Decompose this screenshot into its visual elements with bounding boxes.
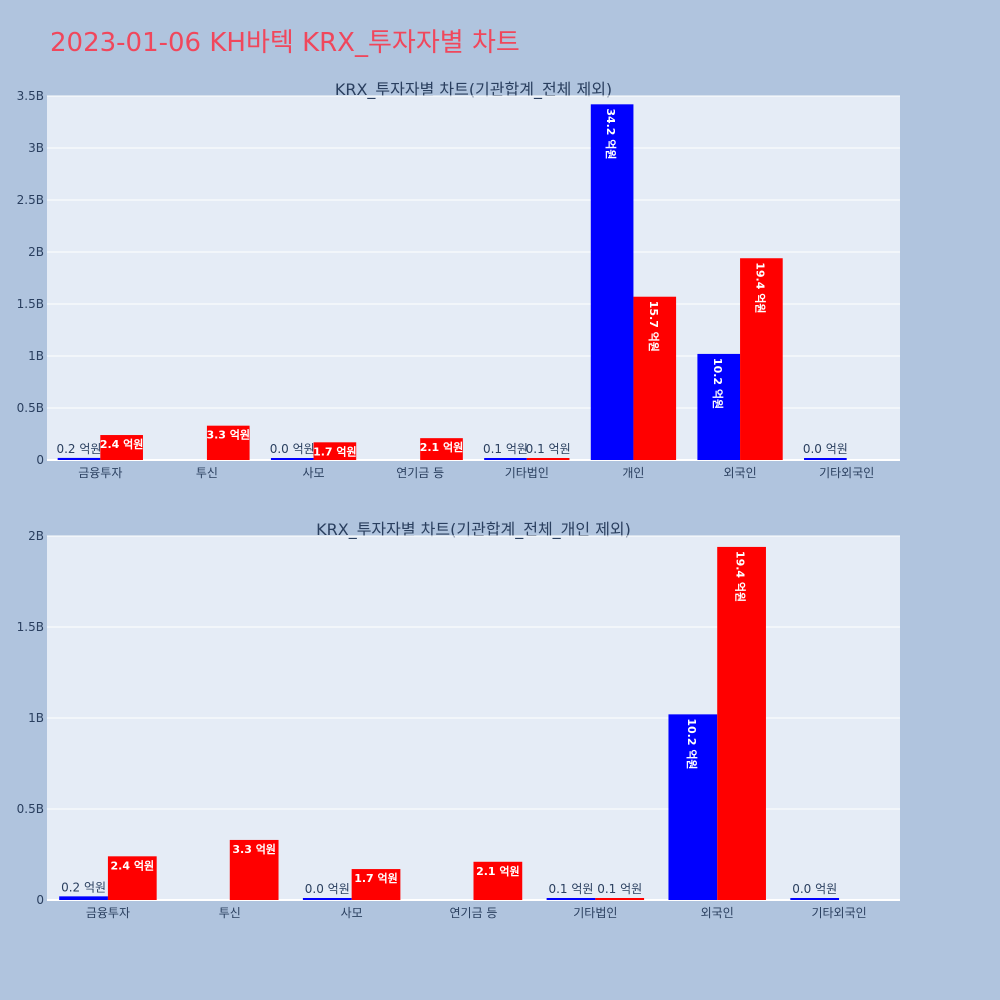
bar-buy <box>804 458 847 460</box>
bar-data-label: 2.4 억원 <box>111 858 155 872</box>
bar-data-label: 15.7 억원 <box>647 301 661 352</box>
bar-data-label: 34.2 억원 <box>604 108 618 159</box>
y-tick-label: 0.5B <box>17 401 44 415</box>
bar-buy <box>668 714 718 900</box>
bar-sell <box>313 442 357 460</box>
y-tick-label: 1B <box>28 711 44 725</box>
y-tick-label: 1.5B <box>17 297 44 311</box>
bar-sell <box>633 296 677 460</box>
x-tick-label: 사모 <box>303 466 325 480</box>
y-tick-label: 0 <box>36 893 44 907</box>
bar-data-label: 0.0 억원 <box>792 882 837 896</box>
bar-data-label: 10.2 억원 <box>711 358 725 409</box>
y-tick-label: 2B <box>28 529 44 543</box>
x-tick-label: 개인 <box>622 466 644 480</box>
bar-data-label: 0.2 억원 <box>61 880 106 894</box>
bar-buy <box>57 457 101 460</box>
bar-sell <box>717 546 766 900</box>
bar-data-label: 10.2 억원 <box>685 718 699 769</box>
bar-sell <box>206 425 250 460</box>
bar-buy <box>546 898 596 900</box>
bar-data-label: 2.1 억원 <box>420 440 464 454</box>
bar-data-label: 0.1 억원 <box>483 442 528 456</box>
x-tick-label: 연기금 등 <box>396 466 444 480</box>
x-tick-label: 연기금 등 <box>450 906 498 920</box>
bar-sell <box>595 898 645 900</box>
bar-sell <box>351 869 401 900</box>
y-tick-label: 0.5B <box>17 802 44 816</box>
bar-sell <box>473 861 523 900</box>
bar-data-label: 0.1 억원 <box>526 442 571 456</box>
bar-buy <box>790 898 840 900</box>
y-tick-label: 1.5B <box>17 620 44 634</box>
y-tick-label: 3B <box>28 141 44 155</box>
bar-buy <box>590 104 634 460</box>
x-tick-label: 사모 <box>341 906 363 920</box>
bar-data-label: 1.7 억원 <box>313 444 357 458</box>
bar-buy <box>484 458 527 460</box>
bar-sell <box>740 258 783 460</box>
bar-sell <box>107 856 157 900</box>
bar-sell <box>526 458 570 460</box>
bar-data-label: 2.1 억원 <box>476 864 520 878</box>
bar-buy <box>302 898 352 900</box>
chart-all-investors: KRX_투자자별 차트(기관합계_전체 제외) 0 0.5B 1B 1.5B 2B 2.5B… <box>17 80 900 480</box>
y-tick-label: 2B <box>28 245 44 259</box>
page-title: 2023-01-06 KH바텍 KRX_투자자별 차트 <box>50 28 520 58</box>
bar-data-label: 3.3 억원 <box>232 842 276 856</box>
x-tick-label: 기타외국인 <box>811 906 866 920</box>
chart-excluding-individuals: KRX_투자자별 차트(기관합계_전체_개인 제외) 0 0.5B 1B 1.5B 2B 금… <box>17 520 900 920</box>
bar-data-label: 0.0 억원 <box>803 442 848 456</box>
x-tick-label: 금융투자 <box>78 466 122 480</box>
bar-data-label: 0.1 억원 <box>597 882 642 896</box>
bar-data-label: 0.2 억원 <box>56 442 101 456</box>
bar-buy <box>59 896 108 900</box>
x-tick-label: 기타외국인 <box>819 466 874 480</box>
bar-data-label: 0.0 억원 <box>270 442 315 456</box>
chart-title: KRX_투자자별 차트(기관합계_전체_개인 제외) <box>316 520 631 540</box>
x-tick-label: 기타법인 <box>573 906 617 920</box>
bar-data-label: 19.4 억원 <box>734 551 748 602</box>
bar-data-label: 0.0 억원 <box>305 882 350 896</box>
x-tick-label: 금융투자 <box>86 906 130 920</box>
x-tick-label: 기타법인 <box>505 466 549 480</box>
bar-data-label: 1.7 억원 <box>354 871 398 885</box>
bar-sell <box>420 438 463 460</box>
bar-sell <box>100 435 143 460</box>
y-tick-label: 2.5B <box>17 193 44 207</box>
x-tick-label: 투신 <box>196 466 218 480</box>
x-tick-label: 외국인 <box>701 906 734 920</box>
bar-data-label: 3.3 억원 <box>206 428 250 442</box>
bar-data-label: 0.1 억원 <box>548 882 593 896</box>
y-tick-label: 0 <box>36 453 44 467</box>
chart-title: KRX_투자자별 차트(기관합계_전체 제외) <box>335 80 612 100</box>
bar-data-label: 2.4 억원 <box>100 437 144 451</box>
y-tick-label: 1B <box>28 349 44 363</box>
bar-sell <box>229 839 279 900</box>
y-tick-label: 3.5B <box>17 89 44 103</box>
bar-data-label: 19.4 억원 <box>753 262 767 313</box>
x-tick-label: 외국인 <box>724 466 757 480</box>
bar-buy <box>270 458 314 460</box>
x-tick-label: 투신 <box>219 906 241 920</box>
bar-buy <box>697 353 741 460</box>
